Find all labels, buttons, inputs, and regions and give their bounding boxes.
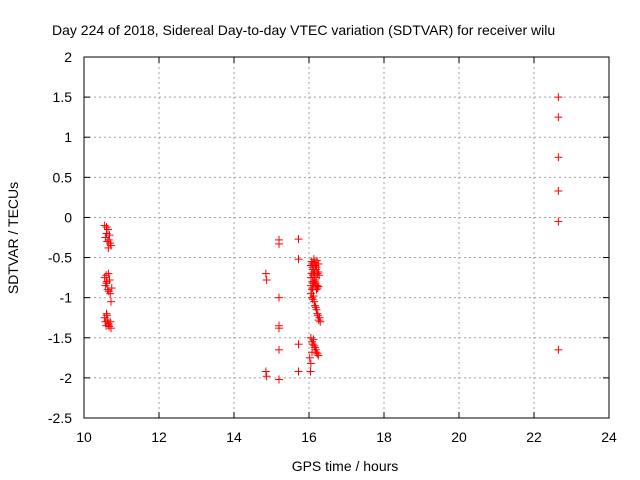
- data-point-marker: [104, 287, 113, 296]
- data-point-marker: [310, 277, 319, 286]
- axis-ticks: 10 12 14 16 18 20 22 24 -2.5 -2 -1.5 -1 -0.5 0 0.5 1 1.5…: [48, 49, 617, 445]
- y-axis-label: SDTVAR / TECUs: [5, 182, 21, 294]
- data-point-marker: [308, 293, 316, 302]
- data-point-marker: [261, 269, 270, 278]
- data-point-marker: [312, 263, 321, 272]
- y-tick-label: -1.5: [48, 330, 72, 346]
- x-tick-label: 20: [451, 429, 467, 445]
- data-point-marker: [316, 317, 325, 326]
- y-tick-label: -1: [60, 290, 73, 306]
- y-tick-label: 1: [64, 129, 72, 145]
- data-point-marker: [294, 340, 303, 349]
- data-point-marker: [311, 301, 319, 310]
- chart-title: Day 224 of 2018, Sidereal Day-to-day VTE…: [52, 22, 555, 38]
- data-point-marker: [314, 259, 323, 268]
- data-point-marker: [275, 293, 283, 302]
- data-point-marker: [308, 348, 316, 357]
- x-tick-label: 18: [376, 429, 392, 445]
- data-point-marker: [294, 367, 303, 376]
- data-point-marker: [315, 313, 324, 322]
- data-point-marker: [106, 317, 115, 326]
- grid-lines: [84, 57, 609, 418]
- data-point-marker: [312, 285, 321, 294]
- y-tick-label: -0.5: [48, 250, 72, 266]
- plot-frame: [83, 56, 610, 419]
- data-point-marker: [294, 255, 303, 264]
- data-point-marker: [314, 282, 323, 291]
- data-point-marker: [100, 221, 109, 230]
- data-point-marker: [310, 297, 319, 306]
- data-point-marker: [554, 186, 563, 195]
- data-point-marker: [554, 113, 563, 122]
- data-point-marker: [275, 324, 283, 333]
- x-tick-label: 10: [76, 429, 92, 445]
- data-point-marker: [275, 375, 283, 384]
- data-point-marker: [105, 231, 114, 240]
- y-tick-label: -2: [60, 370, 73, 386]
- data-point-marker: [102, 279, 111, 288]
- data-point-marker: [554, 345, 563, 354]
- data-point-marker: [103, 285, 112, 294]
- data-point-marker: [104, 269, 113, 278]
- data-point-marker: [102, 309, 111, 318]
- x-tick-label: 16: [301, 429, 317, 445]
- data-point-marker: [313, 284, 322, 293]
- data-point-marker: [306, 261, 315, 270]
- data-point-marker: [313, 349, 322, 358]
- data-point-marker: [262, 276, 271, 285]
- y-tick-label: 2: [64, 49, 72, 65]
- x-tick-label: 24: [601, 429, 617, 445]
- data-point-marker: [310, 269, 319, 278]
- data-point-marker: [275, 345, 283, 354]
- y-tick-label: 1.5: [53, 89, 73, 105]
- data-point-marker: [312, 305, 321, 314]
- data-point-marker: [261, 367, 270, 376]
- data-point-marker: [309, 292, 318, 301]
- data-point-marker: [102, 223, 111, 232]
- data-point-marker: [314, 351, 323, 360]
- data-point-marker: [294, 235, 303, 244]
- data-point-marker: [306, 367, 315, 376]
- y-tick-label: 0.5: [53, 169, 73, 185]
- data-point-marker: [554, 93, 563, 102]
- data-point-marker: [554, 153, 563, 162]
- x-axis-label: GPS time / hours: [292, 458, 399, 474]
- x-tick-label: 12: [151, 429, 167, 445]
- x-tick-label: 14: [226, 429, 242, 445]
- data-point-marker: [104, 243, 113, 252]
- data-point-marker: [275, 239, 283, 248]
- y-tick-label: -2.5: [48, 410, 72, 426]
- data-point-marker: [107, 297, 115, 306]
- data-points: [100, 93, 563, 384]
- data-point-marker: [309, 335, 318, 344]
- data-point-marker: [310, 341, 319, 350]
- data-point-marker: [554, 217, 563, 226]
- data-point-marker: [313, 309, 322, 318]
- data-point-marker: [312, 273, 321, 282]
- data-point-marker: [262, 372, 271, 381]
- x-tick-label: 22: [526, 429, 542, 445]
- y-tick-label: 0: [64, 209, 72, 225]
- data-point-marker: [104, 320, 113, 329]
- data-point-marker: [305, 353, 314, 362]
- data-point-marker: [306, 359, 315, 368]
- data-point-marker: [104, 235, 113, 244]
